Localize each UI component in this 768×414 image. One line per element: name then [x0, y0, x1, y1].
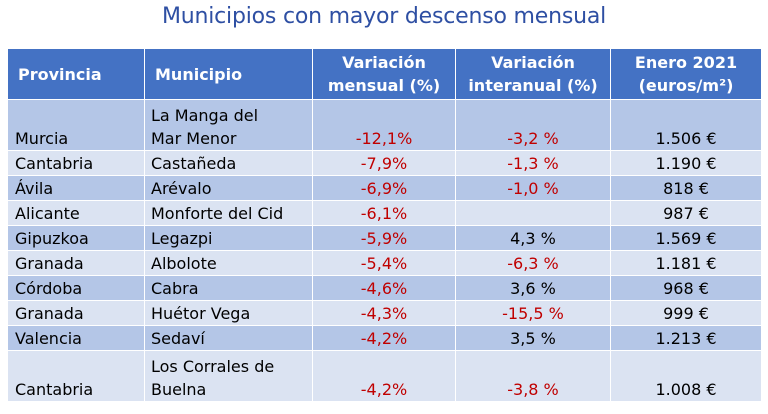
- cell-municipio: Huétor Vega: [144, 300, 313, 326]
- cell-enero: 999 €: [610, 300, 762, 326]
- table-row: Alicante Monforte del Cid -6,1% 987 €: [7, 200, 762, 226]
- cell-enero: 1.008 €: [610, 350, 762, 402]
- header-variacion-interanual: Variación interanual (%): [455, 48, 611, 100]
- cell-variacion-mensual: -5,4%: [312, 250, 456, 276]
- cell-provincia: Granada: [7, 250, 145, 276]
- cell-provincia: Cantabria: [7, 350, 145, 402]
- cell-municipio: Sedaví: [144, 325, 313, 351]
- cell-provincia: Córdoba: [7, 275, 145, 301]
- cell-provincia: Ávila: [7, 175, 145, 201]
- table-row: Valencia Sedaví -4,2% 3,5 % 1.213 €: [7, 325, 762, 351]
- cell-enero: 818 €: [610, 175, 762, 201]
- table-row: Cantabria Los Corrales de Buelna -4,2% -3…: [7, 350, 762, 402]
- cell-enero: 1.569 €: [610, 225, 762, 251]
- cell-variacion-interanual: 4,3 %: [455, 225, 611, 251]
- cell-variacion-interanual: -1,0 %: [455, 175, 611, 201]
- cell-enero: 1.506 €: [610, 99, 762, 151]
- cell-municipio: Albolote: [144, 250, 313, 276]
- cell-municipio: Castañeda: [144, 150, 313, 176]
- cell-variacion-mensual: -4,6%: [312, 275, 456, 301]
- cell-variacion-mensual: -4,2%: [312, 350, 456, 402]
- cell-variacion-interanual: [455, 200, 611, 226]
- cell-provincia: Alicante: [7, 200, 145, 226]
- cell-variacion-mensual: -4,3%: [312, 300, 456, 326]
- cell-municipio: Arévalo: [144, 175, 313, 201]
- cell-variacion-interanual: -3,2 %: [455, 99, 611, 151]
- cell-municipio: Los Corrales de Buelna: [144, 350, 313, 402]
- cell-enero: 1.190 €: [610, 150, 762, 176]
- cell-provincia: Gipuzkoa: [7, 225, 145, 251]
- table-row: Gipuzkoa Legazpi -5,9% 4,3 % 1.569 €: [7, 225, 762, 251]
- cell-municipio: La Manga del Mar Menor: [144, 99, 313, 151]
- cell-variacion-interanual: 3,6 %: [455, 275, 611, 301]
- header-variacion-mensual: Variación mensual (%): [312, 48, 456, 100]
- cell-variacion-mensual: -12,1%: [312, 99, 456, 151]
- table-row: Granada Huétor Vega -4,3% -15,5 % 999 €: [7, 300, 762, 326]
- cell-municipio: Cabra: [144, 275, 313, 301]
- cell-variacion-interanual: 3,5 %: [455, 325, 611, 351]
- cell-variacion-mensual: -7,9%: [312, 150, 456, 176]
- page-title: Municipios con mayor descenso mensual: [161, 4, 607, 29]
- header-provincia: Provincia: [7, 48, 145, 100]
- cell-provincia: Cantabria: [7, 150, 145, 176]
- table-row: Córdoba Cabra -4,6% 3,6 % 968 €: [7, 275, 762, 301]
- municipios-table: Provincia Municipio Variación mensual (%)…: [7, 48, 762, 402]
- cell-variacion-interanual: -6,3 %: [455, 250, 611, 276]
- cell-municipio: Legazpi: [144, 225, 313, 251]
- header-municipio: Municipio: [144, 48, 313, 100]
- cell-variacion-mensual: -4,2%: [312, 325, 456, 351]
- table-row: Cantabria Castañeda -7,9% -1,3 % 1.190 €: [7, 150, 762, 176]
- cell-enero: 968 €: [610, 275, 762, 301]
- cell-variacion-interanual: -3,8 %: [455, 350, 611, 402]
- table-row: Ávila Arévalo -6,9% -1,0 % 818 €: [7, 175, 762, 201]
- table-header-row: Provincia Municipio Variación mensual (%)…: [7, 48, 762, 100]
- cell-enero: 1.213 €: [610, 325, 762, 351]
- cell-variacion-mensual: -5,9%: [312, 225, 456, 251]
- cell-enero: 987 €: [610, 200, 762, 226]
- cell-provincia: Murcia: [7, 99, 145, 151]
- cell-variacion-interanual: -15,5 %: [455, 300, 611, 326]
- cell-municipio: Monforte del Cid: [144, 200, 313, 226]
- header-enero-2021: Enero 2021 (euros/m²): [610, 48, 762, 100]
- cell-provincia: Granada: [7, 300, 145, 326]
- cell-variacion-mensual: -6,1%: [312, 200, 456, 226]
- cell-variacion-mensual: -6,9%: [312, 175, 456, 201]
- cell-variacion-interanual: -1,3 %: [455, 150, 611, 176]
- table-row: Granada Albolote -5,4% -6,3 % 1.181 €: [7, 250, 762, 276]
- cell-enero: 1.181 €: [610, 250, 762, 276]
- table-row: Murcia La Manga del Mar Menor -12,1% -3,2…: [7, 99, 762, 151]
- cell-provincia: Valencia: [7, 325, 145, 351]
